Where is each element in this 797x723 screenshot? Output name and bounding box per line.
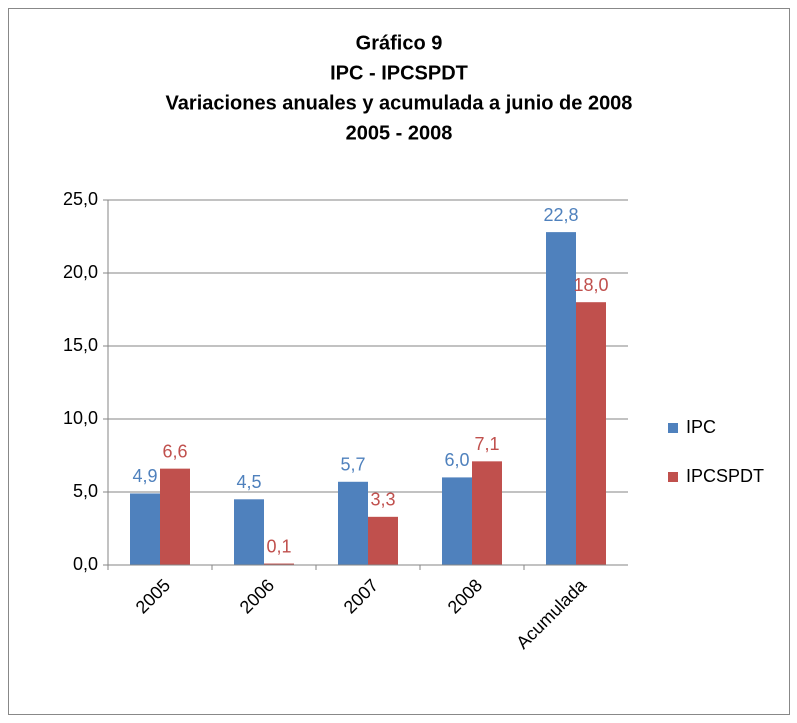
y-tick-label: 20,0 [63, 262, 98, 282]
value-label: 7,1 [474, 434, 499, 454]
legend-swatch [668, 423, 678, 433]
y-tick-label: 15,0 [63, 335, 98, 355]
bar [234, 499, 264, 565]
value-label: 18,0 [573, 275, 608, 295]
value-label: 4,9 [132, 466, 157, 486]
bar [130, 493, 160, 565]
value-label: 6,6 [162, 441, 187, 461]
chart-title: 2005 - 2008 [346, 122, 453, 144]
chart-title: Variaciones anuales y acumulada a junio … [166, 92, 633, 114]
bar [472, 461, 502, 565]
legend-swatch [668, 472, 678, 482]
legend-label: IPCSPDT [686, 466, 764, 486]
chart-title: IPC - IPCSPDT [330, 62, 468, 84]
chart-frame [8, 8, 790, 715]
bar [160, 468, 190, 565]
bar [264, 563, 294, 565]
bar [546, 232, 576, 565]
value-label: 0,1 [266, 536, 291, 556]
value-label: 5,7 [340, 455, 365, 475]
bar [338, 481, 368, 565]
value-label: 6,0 [444, 450, 469, 470]
value-label: 4,5 [236, 472, 261, 492]
y-tick-label: 5,0 [73, 481, 98, 501]
value-label: 3,3 [370, 490, 395, 510]
bar [442, 477, 472, 565]
chart-title: Gráfico 9 [356, 32, 443, 54]
bar [576, 302, 606, 565]
y-tick-label: 25,0 [63, 189, 98, 209]
legend-label: IPC [686, 417, 716, 437]
y-tick-label: 0,0 [73, 554, 98, 574]
bar [368, 516, 398, 565]
value-label: 22,8 [543, 205, 578, 225]
y-tick-label: 10,0 [63, 408, 98, 428]
